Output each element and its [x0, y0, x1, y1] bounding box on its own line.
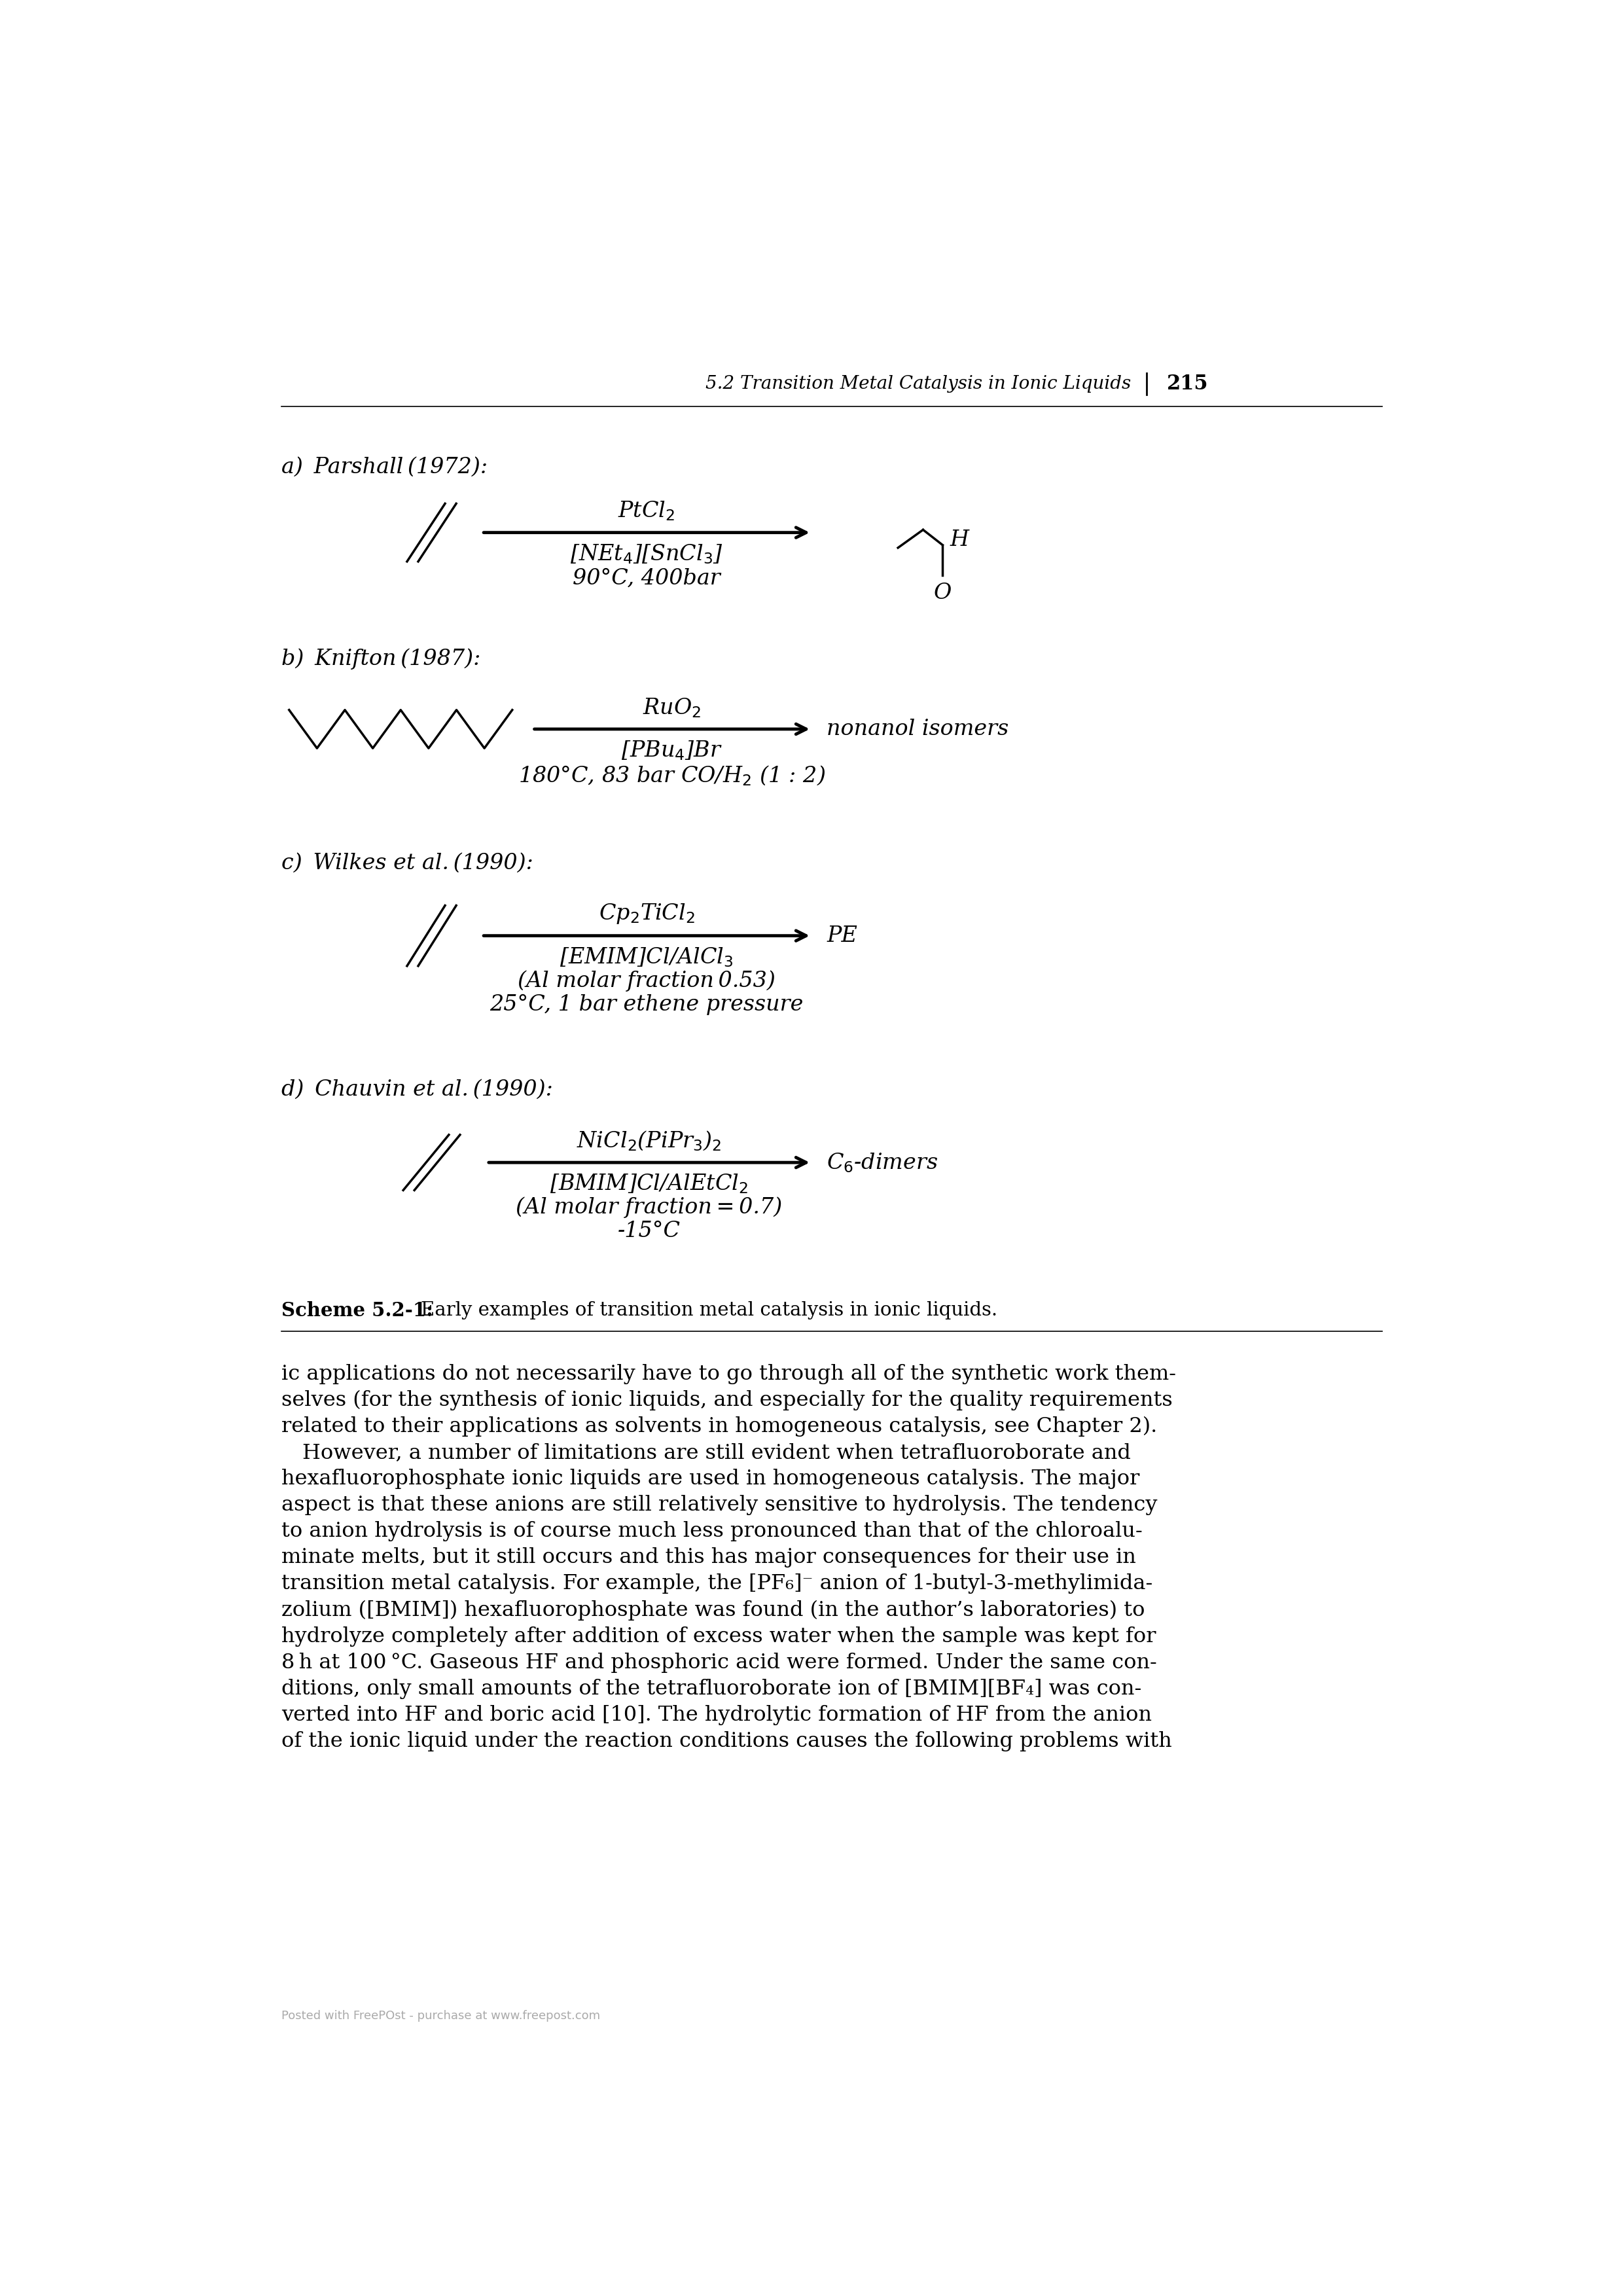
Text: Scheme 5.2-1:: Scheme 5.2-1:: [281, 1302, 433, 1320]
Text: of the ionic liquid under the reaction conditions causes the following problems : of the ionic liquid under the reaction c…: [281, 1731, 1172, 1752]
Text: 25°C, 1 bar ethene pressure: 25°C, 1 bar ethene pressure: [490, 994, 803, 1015]
Text: (Al molar fraction = 0.7): (Al molar fraction = 0.7): [516, 1196, 782, 1219]
Text: nonanol isomers: nonanol isomers: [826, 719, 1010, 739]
Text: (Al molar fraction 0.53): (Al molar fraction 0.53): [518, 969, 776, 992]
Text: 215: 215: [1167, 374, 1208, 395]
Text: [PBu$_4$]Br: [PBu$_4$]Br: [622, 739, 722, 762]
Text: a) Parshall (1972):: a) Parshall (1972):: [281, 457, 489, 478]
Text: PtCl$_2$: PtCl$_2$: [618, 501, 675, 523]
Text: 180°C, 83 bar CO/H$_2$ (1 : 2): 180°C, 83 bar CO/H$_2$ (1 : 2): [518, 765, 826, 788]
Text: PE: PE: [826, 925, 857, 946]
Text: -15°C: -15°C: [618, 1221, 680, 1242]
Text: to anion hydrolysis is of course much less pronounced than that of the chloroalu: to anion hydrolysis is of course much le…: [281, 1522, 1143, 1541]
Text: ditions, only small amounts of the tetrafluoroborate ion of [BMIM][BF₄] was con-: ditions, only small amounts of the tetra…: [281, 1678, 1141, 1699]
Text: verted into HF and boric acid [10]. The hydrolytic formation of HF from the anio: verted into HF and boric acid [10]. The …: [281, 1704, 1152, 1724]
Text: ic applications do not necessarily have to go through all of the synthetic work : ic applications do not necessarily have …: [281, 1364, 1177, 1384]
Text: Posted with FreePOst - purchase at www.freepost.com: Posted with FreePOst - purchase at www.f…: [281, 2009, 601, 2023]
Text: d) Chauvin et al. (1990):: d) Chauvin et al. (1990):: [281, 1079, 553, 1100]
Text: Early examples of transition metal catalysis in ionic liquids.: Early examples of transition metal catal…: [420, 1302, 998, 1320]
Text: [NEt$_4$][SnCl$_3$]: [NEt$_4$][SnCl$_3$]: [570, 542, 724, 565]
Text: transition metal catalysis. For example, the [PF₆]⁻ anion of 1-butyl-3-methylimi: transition metal catalysis. For example,…: [281, 1573, 1152, 1593]
Text: selves (for the synthesis of ionic liquids, and especially for the quality requi: selves (for the synthesis of ionic liqui…: [281, 1391, 1173, 1410]
Text: 90°C, 400bar: 90°C, 400bar: [573, 567, 721, 588]
Text: Cp$_2$TiCl$_2$: Cp$_2$TiCl$_2$: [599, 902, 695, 925]
Text: related to their applications as solvents in homogeneous catalysis, see Chapter : related to their applications as solvent…: [281, 1417, 1157, 1437]
Text: 5.2 Transition Metal Catalysis in Ionic Liquids: 5.2 Transition Metal Catalysis in Ionic …: [706, 374, 1131, 393]
Text: zolium ([BMIM]) hexafluorophosphate was found (in the author’s laboratories) to: zolium ([BMIM]) hexafluorophosphate was …: [281, 1600, 1144, 1621]
Text: NiCl$_2$(PiPr$_3$)$_2$: NiCl$_2$(PiPr$_3$)$_2$: [576, 1130, 722, 1153]
Text: hydrolyze completely after addition of excess water when the sample was kept for: hydrolyze completely after addition of e…: [281, 1626, 1156, 1646]
Text: aspect is that these anions are still relatively sensitive to hydrolysis. The te: aspect is that these anions are still re…: [281, 1495, 1157, 1515]
Text: C$_6$-dimers: C$_6$-dimers: [826, 1150, 938, 1173]
Text: minate melts, but it still occurs and this has major consequences for their use : minate melts, but it still occurs and th…: [281, 1548, 1136, 1568]
Text: RuO$_2$: RuO$_2$: [643, 696, 701, 719]
Text: O: O: [933, 583, 951, 604]
Text: b) Knifton (1987):: b) Knifton (1987):: [281, 647, 480, 670]
Text: H: H: [949, 530, 969, 551]
Text: hexafluorophosphate ionic liquids are used in homogeneous catalysis. The major: hexafluorophosphate ionic liquids are us…: [281, 1469, 1139, 1490]
Text: c) Wilkes et al. (1990):: c) Wilkes et al. (1990):: [281, 852, 534, 872]
Text: [BMIM]Cl/AlEtCl$_2$: [BMIM]Cl/AlEtCl$_2$: [550, 1173, 748, 1196]
Text: [EMIM]Cl/AlCl$_3$: [EMIM]Cl/AlCl$_3$: [560, 946, 734, 969]
Text: However, a number of limitations are still evident when tetrafluoroborate and: However, a number of limitations are sti…: [281, 1442, 1131, 1463]
Text: 8 h at 100 °C. Gaseous HF and phosphoric acid were formed. Under the same con-: 8 h at 100 °C. Gaseous HF and phosphoric…: [281, 1653, 1157, 1674]
